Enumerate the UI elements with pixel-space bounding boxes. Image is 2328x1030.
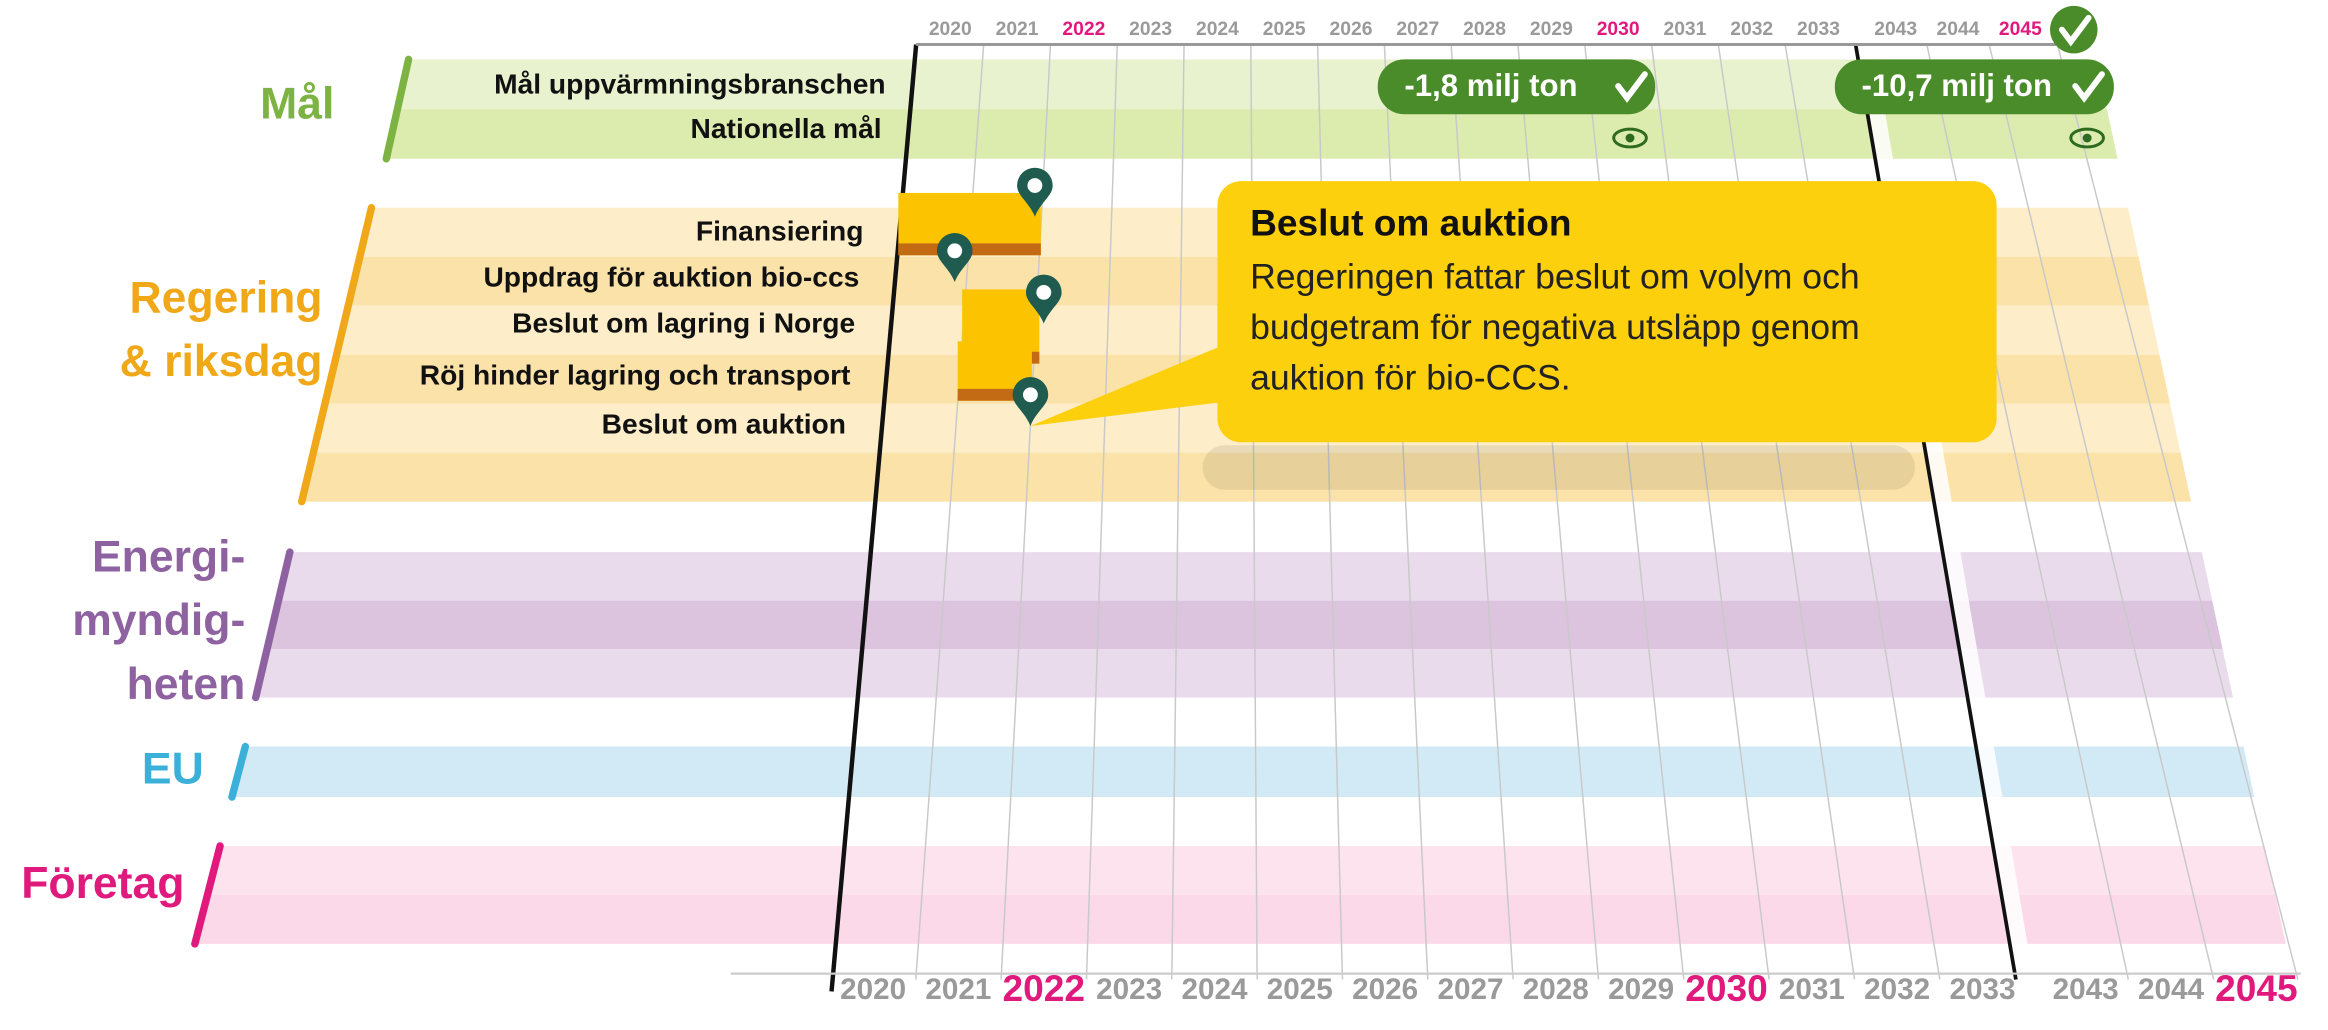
group-label: Energi-: [92, 532, 245, 581]
year-top: 2029: [1530, 19, 1573, 40]
callout-text: budgetram för negativa utsläpp genom: [1250, 307, 1860, 347]
band: [267, 600, 2223, 650]
row-label: Uppdrag för auktion bio-ccs: [483, 260, 859, 292]
year-bottom: 2021: [925, 973, 991, 1006]
year-bottom: 2020: [840, 973, 906, 1006]
year-top: 2023: [1129, 19, 1172, 40]
column-line: [2056, 44, 2299, 980]
year-top: 2021: [996, 19, 1039, 40]
year-bottom: 2030: [1685, 967, 1768, 1009]
group-slash: [297, 204, 376, 506]
row-label: Beslut om auktion: [602, 407, 846, 439]
goal-label: -10,7 milj ton: [1862, 68, 2052, 103]
year-top: 2026: [1330, 19, 1373, 40]
row-label: Finansiering: [696, 214, 864, 246]
goal-check: [2072, 71, 2105, 103]
group-label: myndig-: [72, 596, 245, 645]
row-label: Mål uppvärmningsbranschen: [494, 68, 886, 100]
year-bottom: 2022: [1003, 967, 1086, 1009]
band: [231, 746, 2255, 797]
band: [194, 894, 2286, 944]
year-top: 2033: [1797, 19, 1840, 40]
year-top: 2024: [1196, 19, 1239, 40]
year-bottom: 2045: [2215, 967, 2298, 1009]
year-bottom: 2033: [1950, 973, 2016, 1006]
map-pin-dot: [1036, 284, 1052, 300]
column-line: [915, 44, 985, 980]
band: [207, 845, 2276, 895]
group-label: Regering: [130, 273, 323, 322]
column-line: [1085, 44, 1118, 980]
group-label: Företag: [21, 859, 184, 908]
year-bottom: 2025: [1267, 973, 1333, 1006]
goal-badge: [1834, 59, 2114, 115]
band: [278, 552, 2213, 601]
map-pin-dot: [947, 243, 963, 259]
callout-text: auktion för bio-CCS.: [1250, 357, 1571, 397]
overlay: Beslut om auktion Regeringen fattar beslu…: [898, 5, 2114, 490]
band: [255, 649, 2234, 698]
year-top: 2043: [1874, 19, 1917, 40]
year-bottom: 2026: [1352, 973, 1418, 1006]
goal-marker: [1612, 127, 1648, 149]
year-top: 2045: [1999, 19, 2042, 40]
year-top: 2028: [1463, 19, 1506, 40]
year-bottom: 2029: [1608, 973, 1674, 1006]
year-top: 2027: [1396, 19, 1439, 40]
goal-marker-dot: [2082, 133, 2092, 143]
year-bottom: 2043: [2053, 973, 2119, 1006]
group-label: Mål: [260, 80, 334, 129]
year-top: 2025: [1263, 19, 1306, 40]
year-bottom: 2028: [1523, 973, 1589, 1006]
labels: Mål Mål uppvärmningsbranschen Nationella m…: [21, 19, 2297, 1009]
column-line: [1988, 44, 2215, 980]
task-block-edge: [957, 388, 1032, 401]
group-label: & riksdag: [120, 337, 323, 386]
row-label: Nationella mål: [691, 112, 882, 144]
year-bottom: 2031: [1779, 973, 1845, 1006]
year-bottom: 2044: [2138, 973, 2205, 1006]
group-label: EU: [142, 745, 204, 794]
row-label: Beslut om lagring i Norge: [512, 306, 855, 338]
callout-shadow: [1202, 445, 1915, 490]
final-goal-check: [2058, 14, 2092, 47]
goal-marker-dot: [1625, 133, 1635, 143]
year-top: 2020: [929, 19, 972, 40]
year-top: 2030: [1597, 19, 1640, 40]
group-slash: [228, 742, 250, 801]
year-top: 2031: [1663, 19, 1706, 40]
callout: [1217, 181, 1997, 443]
goal-marker: [2069, 127, 2105, 149]
goal-label: -1,8 milj ton: [1404, 68, 1577, 103]
year-bottom: 2023: [1096, 973, 1162, 1006]
column-line: [1171, 44, 1185, 980]
map-pin-dot: [1027, 178, 1043, 193]
callout-text: Regeringen fattar beslut om volym och: [1250, 256, 1860, 296]
band: [301, 452, 2192, 502]
callout-title: Beslut om auktion: [1250, 201, 1572, 243]
row-label: Röj hinder lagring och transport: [420, 358, 851, 390]
year-bottom: 2032: [1864, 973, 1930, 1006]
group-label: heten: [127, 660, 246, 709]
year-top: 2022: [1062, 19, 1105, 40]
final-goal-check-bg: [2050, 5, 2098, 54]
group-slash: [251, 548, 294, 702]
year-bottom: 2024: [1181, 973, 1248, 1006]
map-pin-dot: [1023, 387, 1038, 403]
goal-badge: [1377, 59, 1656, 115]
group-slash: [382, 55, 413, 163]
goal-check: [1615, 71, 1648, 103]
year-top: 2044: [1937, 19, 1980, 40]
year-top: 2032: [1730, 19, 1773, 40]
band: [397, 59, 2107, 110]
year-bottom: 2027: [1437, 973, 1503, 1006]
group-slash: [191, 842, 224, 948]
